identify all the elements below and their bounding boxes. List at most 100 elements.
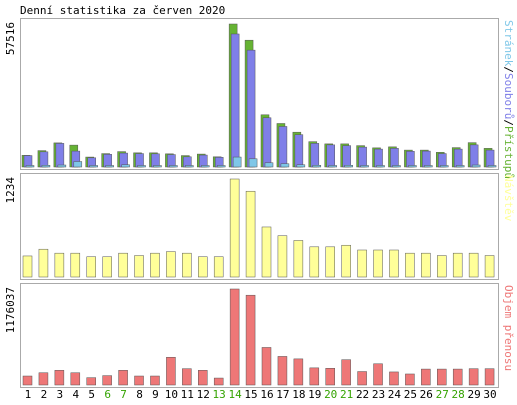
bar-kbytes-17 xyxy=(277,356,288,386)
bar-kbytes-12 xyxy=(198,370,208,386)
bar-kbytes-19 xyxy=(309,367,320,386)
bar-visits-6 xyxy=(102,256,112,278)
bar-visits-28 xyxy=(452,252,463,278)
bar-visits-15 xyxy=(245,190,256,278)
bar-visits-22 xyxy=(357,249,367,278)
bar-pages-1 xyxy=(25,165,35,168)
x-tick-label-1: 1 xyxy=(25,388,32,401)
bar-files-3 xyxy=(55,143,65,168)
x-tick-label-10: 10 xyxy=(165,388,178,401)
bar-kbytes-7 xyxy=(118,370,128,386)
bar-pages-6 xyxy=(105,165,114,168)
right-label-part-hits-files-pages-3: / xyxy=(502,119,515,126)
bar-visits-2 xyxy=(38,248,49,278)
bar-pages-29 xyxy=(471,164,481,168)
bar-files-30 xyxy=(485,149,495,168)
bar-files-16 xyxy=(262,117,272,168)
bar-visits-3 xyxy=(54,252,65,278)
bar-pages-9 xyxy=(153,165,162,168)
bar-kbytes-9 xyxy=(150,375,160,386)
x-tick-label-27: 27 xyxy=(436,388,449,401)
bar-kbytes-24 xyxy=(389,371,399,386)
x-tick-label-13: 13 xyxy=(213,388,226,401)
x-tick-label-26: 26 xyxy=(420,388,433,401)
right-label-part-hits-files-pages-2: Souborů xyxy=(502,73,515,119)
bar-visits-23 xyxy=(373,249,383,278)
bar-kbytes-16 xyxy=(261,347,272,386)
bar-kbytes-30 xyxy=(484,368,495,386)
x-tick-label-21: 21 xyxy=(340,388,353,401)
bar-visits-17 xyxy=(277,235,288,278)
bar-pages-13 xyxy=(216,165,226,168)
x-tick-label-5: 5 xyxy=(88,388,95,401)
bar-pages-16 xyxy=(264,162,274,168)
bar-files-9 xyxy=(151,153,160,168)
x-tick-label-11: 11 xyxy=(181,388,194,401)
y-max-label-hits-files-pages: 57516 xyxy=(4,22,17,55)
right-label-part-kbytes-0: Objem přenosu xyxy=(502,285,515,371)
bar-files-29 xyxy=(469,144,479,168)
bar-files-10 xyxy=(167,154,176,168)
bar-pages-14 xyxy=(232,156,242,168)
bar-visits-8 xyxy=(134,255,144,278)
bar-visits-19 xyxy=(309,246,320,278)
bar-pages-27 xyxy=(440,165,449,168)
bar-pages-28 xyxy=(455,165,465,168)
x-tick-label-24: 24 xyxy=(388,388,402,401)
bar-pages-20 xyxy=(328,165,337,168)
bar-visits-5 xyxy=(86,256,96,278)
bar-pages-2 xyxy=(41,165,51,168)
bar-kbytes-26 xyxy=(421,368,431,386)
bar-pages-24 xyxy=(392,165,401,168)
bar-visits-12 xyxy=(198,256,208,278)
bar-visits-21 xyxy=(341,244,351,278)
bar-visits-9 xyxy=(150,252,160,278)
bar-files-28 xyxy=(453,148,463,168)
bar-visits-18 xyxy=(293,240,304,278)
bar-kbytes-20 xyxy=(325,368,335,386)
bar-files-6 xyxy=(103,154,112,168)
bar-pages-15 xyxy=(248,158,258,168)
bar-pages-8 xyxy=(137,165,146,168)
x-tick-label-15: 15 xyxy=(244,388,257,401)
bar-kbytes-27 xyxy=(437,368,447,386)
x-tick-label-28: 28 xyxy=(452,388,465,401)
x-tick-label-30: 30 xyxy=(483,388,496,401)
x-tick-label-19: 19 xyxy=(308,388,321,401)
bar-kbytes-28 xyxy=(452,368,463,386)
bar-kbytes-5 xyxy=(86,377,96,386)
bar-kbytes-13 xyxy=(213,377,224,386)
right-label-part-visits-0: Návštěv xyxy=(502,175,515,222)
bar-kbytes-8 xyxy=(134,375,144,386)
bar-kbytes-10 xyxy=(166,356,176,386)
bar-pages-26 xyxy=(424,165,433,168)
bar-pages-5 xyxy=(89,165,98,168)
x-tick-label-7: 7 xyxy=(120,388,127,401)
bar-kbytes-3 xyxy=(54,370,65,386)
x-tick-label-18: 18 xyxy=(292,388,305,401)
x-tick-label-9: 9 xyxy=(152,388,159,401)
bar-visits-4 xyxy=(70,252,81,278)
bar-files-18 xyxy=(294,134,304,168)
bar-pages-30 xyxy=(487,165,497,168)
bar-files-19 xyxy=(310,143,320,168)
bar-visits-26 xyxy=(421,252,431,278)
bar-visits-7 xyxy=(118,252,128,278)
bar-kbytes-11 xyxy=(182,368,192,386)
bar-kbytes-21 xyxy=(341,359,351,386)
bar-pages-23 xyxy=(376,165,385,168)
bar-visits-11 xyxy=(182,252,192,278)
right-label-hits-files-pages: Stránek/Souborů/Přístupů xyxy=(502,20,515,179)
y-max-label-kbytes: 1176037 xyxy=(4,287,17,333)
bar-pages-11 xyxy=(185,165,194,168)
x-tick-label-2: 2 xyxy=(41,388,48,401)
bar-pages-17 xyxy=(280,163,290,168)
bar-files-24 xyxy=(390,148,399,168)
x-tick-label-20: 20 xyxy=(324,388,337,401)
bar-visits-24 xyxy=(389,249,399,278)
bar-pages-7 xyxy=(121,164,130,168)
bar-pages-4 xyxy=(73,161,83,168)
right-label-kbytes: Objem přenosu xyxy=(502,285,515,371)
bar-files-17 xyxy=(278,126,288,168)
x-tick-label-17: 17 xyxy=(276,388,289,401)
